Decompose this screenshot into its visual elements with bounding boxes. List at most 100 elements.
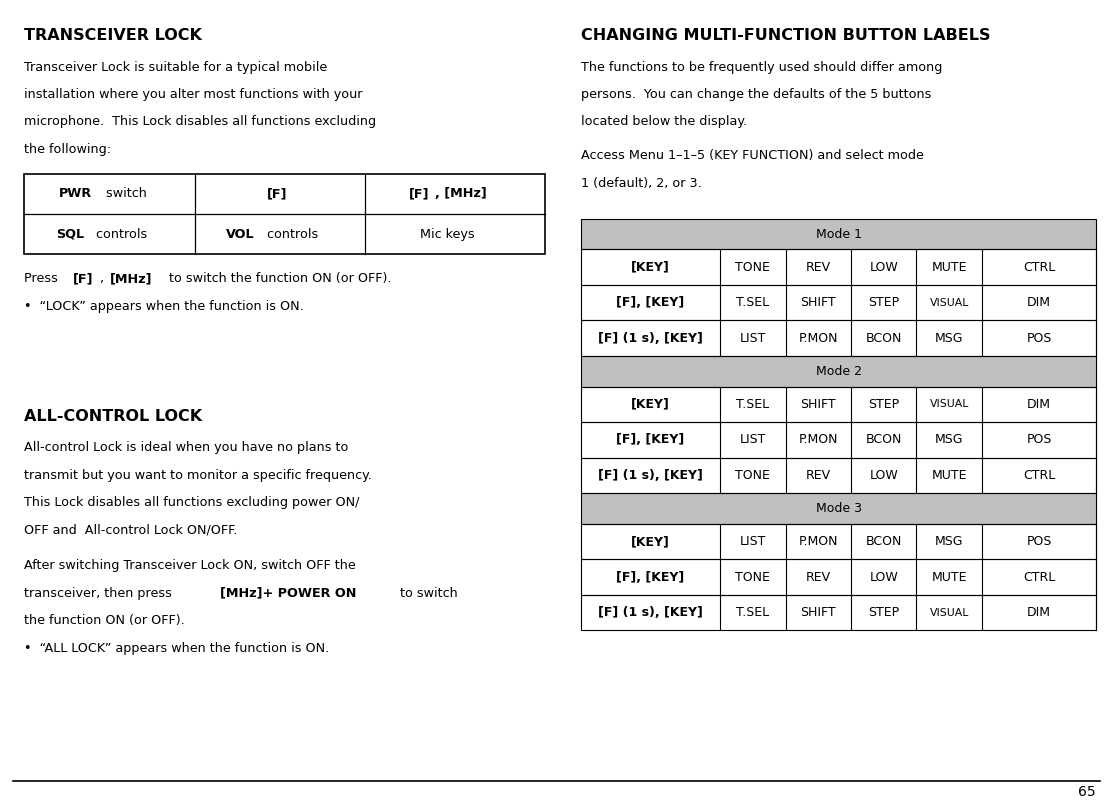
Bar <box>24 174 545 254</box>
Bar <box>581 422 1096 458</box>
Text: [F], [KEY]: [F], [KEY] <box>617 296 684 309</box>
Bar <box>581 285 1096 320</box>
Text: VISUAL: VISUAL <box>929 608 969 617</box>
Text: installation where you alter most functions with your: installation where you alter most functi… <box>24 88 363 101</box>
Bar <box>581 524 1096 559</box>
Text: MUTE: MUTE <box>932 261 967 274</box>
Text: SHIFT: SHIFT <box>800 606 836 619</box>
Text: LOW: LOW <box>869 469 898 482</box>
Bar <box>581 595 1096 630</box>
Text: The functions to be frequently used should differ among: The functions to be frequently used shou… <box>581 61 943 73</box>
Text: POS: POS <box>1026 535 1052 548</box>
Text: switch: switch <box>102 187 147 200</box>
Text: •  “ALL LOCK” appears when the function is ON.: • “ALL LOCK” appears when the function i… <box>24 642 329 655</box>
Text: SHIFT: SHIFT <box>800 296 836 309</box>
Text: [F] (1 s), [KEY]: [F] (1 s), [KEY] <box>598 469 703 482</box>
Text: MUTE: MUTE <box>932 469 967 482</box>
Text: [MHz]+ POWER ON: [MHz]+ POWER ON <box>220 587 357 600</box>
Text: [F]: [F] <box>408 187 430 200</box>
Text: transceiver, then press: transceiver, then press <box>24 587 176 600</box>
Bar <box>581 422 1096 458</box>
Text: CTRL: CTRL <box>1023 469 1055 482</box>
Text: MSG: MSG <box>935 535 964 548</box>
Bar <box>581 356 1096 387</box>
Text: [KEY]: [KEY] <box>631 261 670 274</box>
Text: TONE: TONE <box>736 261 770 274</box>
Text: REV: REV <box>806 469 830 482</box>
Text: PWR: PWR <box>59 187 92 200</box>
Text: ALL-CONTROL LOCK: ALL-CONTROL LOCK <box>24 409 203 424</box>
Text: [F]: [F] <box>73 272 93 285</box>
Text: [MHz]: [MHz] <box>110 272 152 285</box>
Text: [KEY]: [KEY] <box>631 398 670 411</box>
Text: POS: POS <box>1026 433 1052 446</box>
Bar <box>581 219 1096 249</box>
Text: [F], [KEY]: [F], [KEY] <box>617 571 684 583</box>
Text: REV: REV <box>806 571 830 583</box>
Bar <box>581 595 1096 630</box>
Text: SHIFT: SHIFT <box>800 398 836 411</box>
Text: [F]: [F] <box>267 187 287 200</box>
Text: Mode 1: Mode 1 <box>816 228 861 240</box>
Text: microphone.  This Lock disables all functions excluding: microphone. This Lock disables all funct… <box>24 115 376 128</box>
Bar <box>581 249 1096 285</box>
Bar <box>581 493 1096 524</box>
Text: VISUAL: VISUAL <box>929 298 969 307</box>
Bar <box>581 320 1096 356</box>
Text: POS: POS <box>1026 332 1052 345</box>
Text: LOW: LOW <box>869 261 898 274</box>
Text: STEP: STEP <box>868 398 899 411</box>
Text: Press: Press <box>24 272 62 285</box>
Text: SQL: SQL <box>56 228 83 240</box>
Bar <box>581 285 1096 320</box>
Bar <box>581 387 1096 422</box>
Text: P.MON: P.MON <box>798 535 838 548</box>
Text: LOW: LOW <box>869 571 898 583</box>
Bar <box>581 559 1096 595</box>
Text: TONE: TONE <box>736 571 770 583</box>
Text: Mic keys: Mic keys <box>420 228 474 240</box>
Text: LIST: LIST <box>740 535 766 548</box>
Text: BCON: BCON <box>866 332 902 345</box>
Text: controls: controls <box>92 228 147 240</box>
Text: the following:: the following: <box>24 143 111 156</box>
Bar <box>581 493 1096 524</box>
Text: T.SEL: T.SEL <box>737 398 769 411</box>
Bar <box>581 524 1096 559</box>
Text: DIM: DIM <box>1027 606 1051 619</box>
Bar <box>581 219 1096 249</box>
Text: DIM: DIM <box>1027 398 1051 411</box>
Bar <box>581 356 1096 387</box>
Text: Access Menu 1–1–5 (KEY FUNCTION) and select mode: Access Menu 1–1–5 (KEY FUNCTION) and sel… <box>581 149 924 162</box>
Text: BCON: BCON <box>866 433 902 446</box>
Text: Mode 3: Mode 3 <box>816 502 861 515</box>
Text: Transceiver Lock is suitable for a typical mobile: Transceiver Lock is suitable for a typic… <box>24 61 327 73</box>
Text: the function ON (or OFF).: the function ON (or OFF). <box>24 614 185 627</box>
Text: MSG: MSG <box>935 332 964 345</box>
Text: All-control Lock is ideal when you have no plans to: All-control Lock is ideal when you have … <box>24 441 348 454</box>
Bar <box>581 458 1096 493</box>
Text: OFF and  All-control Lock ON/OFF.: OFF and All-control Lock ON/OFF. <box>24 524 238 537</box>
Text: P.MON: P.MON <box>798 332 838 345</box>
Text: STEP: STEP <box>868 296 899 309</box>
Text: CTRL: CTRL <box>1023 261 1055 274</box>
Text: [F] (1 s), [KEY]: [F] (1 s), [KEY] <box>598 332 703 345</box>
Text: [F] (1 s), [KEY]: [F] (1 s), [KEY] <box>598 606 703 619</box>
Text: CTRL: CTRL <box>1023 571 1055 583</box>
Text: , [MHz]: , [MHz] <box>435 187 486 200</box>
Text: VISUAL: VISUAL <box>929 399 969 409</box>
Text: BCON: BCON <box>866 535 902 548</box>
Text: STEP: STEP <box>868 606 899 619</box>
Text: CHANGING MULTI-FUNCTION BUTTON LABELS: CHANGING MULTI-FUNCTION BUTTON LABELS <box>581 28 991 44</box>
Bar <box>24 174 545 254</box>
Text: MSG: MSG <box>935 433 964 446</box>
Bar <box>581 559 1096 595</box>
Text: This Lock disables all functions excluding power ON/: This Lock disables all functions excludi… <box>24 496 359 509</box>
Text: T.SEL: T.SEL <box>737 296 769 309</box>
Text: [F], [KEY]: [F], [KEY] <box>617 433 684 446</box>
Bar <box>581 458 1096 493</box>
Text: TRANSCEIVER LOCK: TRANSCEIVER LOCK <box>24 28 203 44</box>
Text: REV: REV <box>806 261 830 274</box>
Text: •  “LOCK” appears when the function is ON.: • “LOCK” appears when the function is ON… <box>24 300 304 313</box>
Text: persons.  You can change the defaults of the 5 buttons: persons. You can change the defaults of … <box>581 88 932 101</box>
